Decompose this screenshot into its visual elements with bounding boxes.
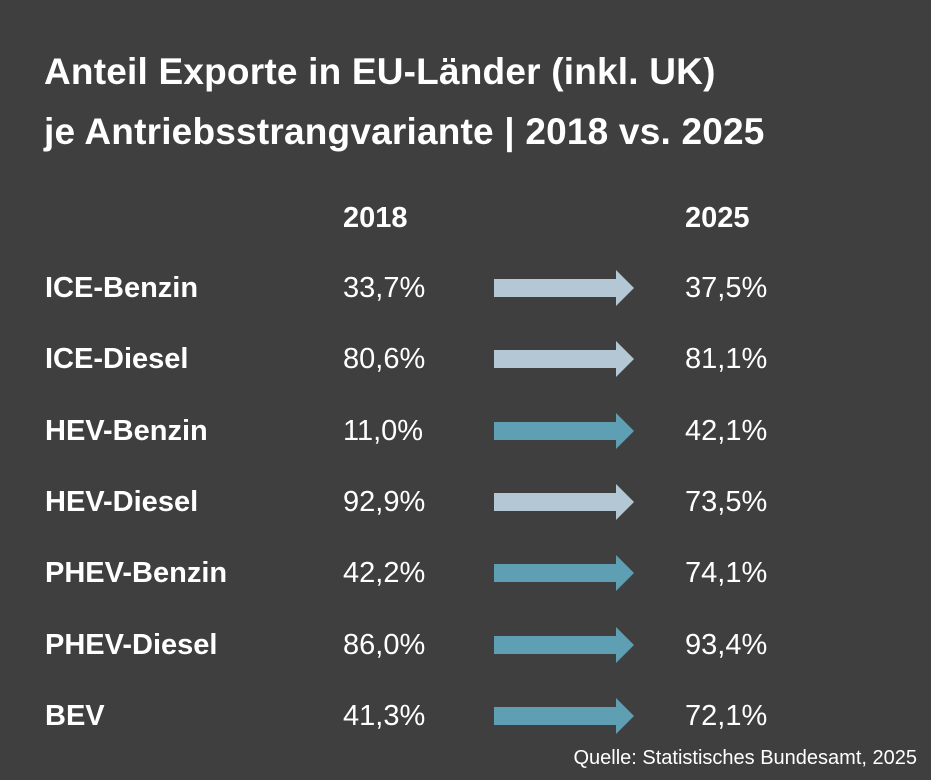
value-2025: 81,1% (685, 343, 768, 375)
row-label: HEV-Diesel (45, 486, 199, 518)
value-2025: 73,5% (685, 486, 768, 518)
table-row: PHEV-Benzin 42,2% 74,1% (0, 553, 931, 593)
value-2018: 80,6% (343, 343, 426, 375)
column-header-2025: 2025 (685, 202, 750, 234)
arrow-right-icon (494, 413, 634, 449)
value-2025: 74,1% (685, 557, 768, 589)
arrow-right-icon (494, 627, 634, 663)
row-label: BEV (45, 700, 105, 732)
title-line-1: Anteil Exporte in EU-Länder (inkl. UK) (44, 51, 716, 92)
arrow-right-icon (494, 270, 634, 306)
row-label: PHEV-Diesel (45, 629, 218, 661)
arrow-right-icon (494, 698, 634, 734)
source-note: Quelle: Statistisches Bundesamt, 2025 (573, 747, 917, 769)
value-2018: 86,0% (343, 629, 426, 661)
chart-title: Anteil Exporte in EU-Länder (inkl. UK) j… (44, 42, 765, 162)
title-line-2: je Antriebsstrangvariante | 2018 vs. 202… (44, 111, 765, 152)
column-header-2018: 2018 (343, 202, 408, 234)
arrow-right-icon (494, 341, 634, 377)
row-label: PHEV-Benzin (45, 557, 228, 589)
value-2018: 33,7% (343, 272, 426, 304)
arrow-right-icon (494, 555, 634, 591)
value-2025: 42,1% (685, 415, 768, 447)
value-2025: 93,4% (685, 629, 768, 661)
value-2018: 92,9% (343, 486, 426, 518)
table-row: HEV-Diesel 92,9% 73,5% (0, 482, 931, 522)
row-label: ICE-Diesel (45, 343, 189, 375)
table-row: PHEV-Diesel 86,0% 93,4% (0, 625, 931, 665)
row-label: HEV-Benzin (45, 415, 208, 447)
value-2018: 11,0% (343, 415, 424, 447)
arrow-right-icon (494, 484, 634, 520)
value-2025: 72,1% (685, 700, 768, 732)
value-2018: 41,3% (343, 700, 426, 732)
table-row: BEV 41,3% 72,1% (0, 696, 931, 736)
table-row: ICE-Diesel 80,6% 81,1% (0, 339, 931, 379)
row-label: ICE-Benzin (45, 272, 199, 304)
value-2018: 42,2% (343, 557, 426, 589)
table-row: ICE-Benzin 33,7% 37,5% (0, 268, 931, 308)
value-2025: 37,5% (685, 272, 768, 304)
table-row: HEV-Benzin 11,0% 42,1% (0, 411, 931, 451)
